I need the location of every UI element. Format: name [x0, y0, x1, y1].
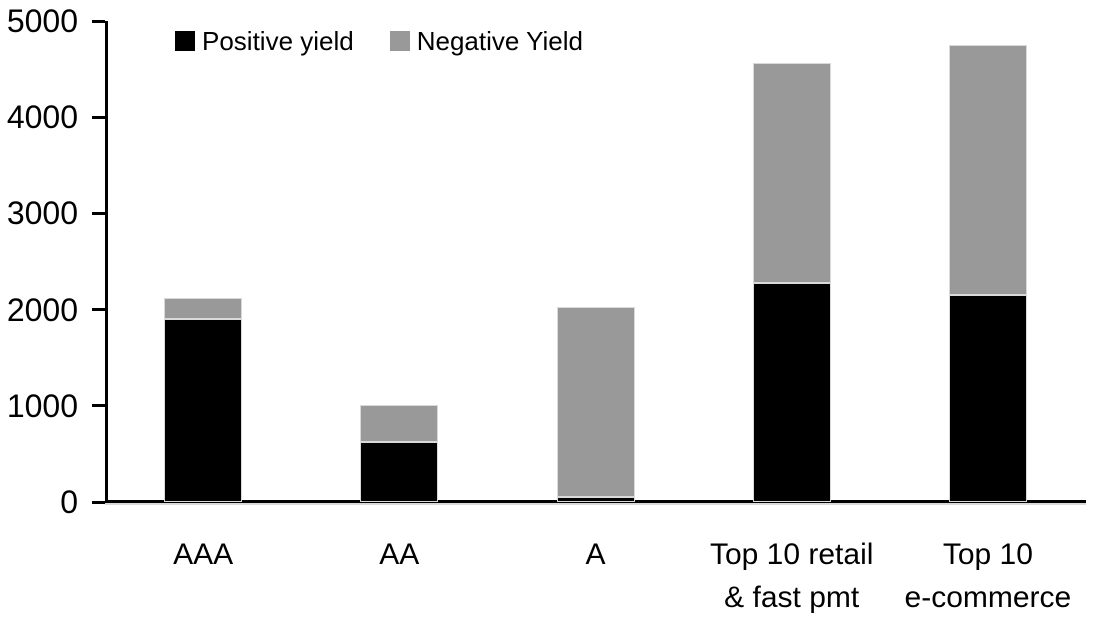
y-axis-tick-label-5000: 5000	[6, 3, 78, 39]
legend-item-negative-yield: Negative Yield	[389, 26, 583, 56]
y-axis-tick-mark-3000	[92, 211, 105, 215]
bar-top-10-e-commerce-negative-yield	[948, 45, 1027, 296]
legend-swatch-negative-yield	[389, 31, 410, 51]
x-axis-label-top-10-retail-fast-pmt: Top 10 retail & fast pmt	[642, 533, 942, 618]
y-axis-tick-mark-1000	[92, 404, 105, 408]
legend-item-positive-yield: Positive yield	[175, 28, 354, 54]
y-axis-tick-label-2000: 2000	[6, 291, 78, 328]
bar-a-negative-yield	[556, 306, 635, 498]
bar-a-positive-yield	[556, 497, 635, 502]
legend-label-positive-yield: Positive yield	[202, 26, 354, 56]
x-axis-label-a: A	[446, 533, 746, 576]
bar-aaa-positive-yield	[164, 319, 243, 502]
y-axis-tick-label-4000: 4000	[6, 99, 78, 136]
x-axis-label-line: e-commerce	[904, 581, 1072, 614]
x-axis-label-line: & fast pmt	[724, 581, 860, 614]
x-axis-label-aa: AA	[249, 533, 549, 576]
bar-top-10-e-commerce-positive-yield	[948, 295, 1027, 502]
x-axis-label-line: A	[585, 538, 606, 571]
bar-aa-positive-yield	[360, 442, 439, 502]
y-axis-tick-mark-4000	[92, 115, 105, 119]
y-axis-tick-mark-0	[92, 500, 105, 504]
x-axis-label-line: Top 10	[942, 538, 1033, 571]
legend-swatch-positive-yield	[175, 31, 195, 51]
x-axis-shadow-line	[105, 503, 1086, 505]
y-axis-tick-mark-2000	[92, 308, 105, 312]
x-axis-label-aaa: AAA	[53, 533, 353, 576]
y-axis-tick-label-1000: 1000	[6, 387, 78, 424]
bar-aa-negative-yield	[360, 404, 439, 443]
legend-label-negative-yield: Negative Yield	[416, 26, 583, 56]
x-axis-label-line: Top 10 retail	[709, 538, 874, 571]
x-axis-label-line: AA	[379, 538, 420, 571]
y-axis-tick-label-3000: 3000	[6, 195, 78, 232]
y-axis-tick-mark-5000	[92, 19, 105, 23]
x-axis-label-line: AAA	[173, 538, 234, 571]
bar-top-10-retail-fast-pmt-positive-yield	[752, 282, 831, 502]
x-axis-label-top-10-e-commerce: Top 10 e-commerce	[838, 533, 1102, 618]
legend: Positive yield Negative Yield	[175, 28, 583, 54]
bar-top-10-retail-fast-pmt-negative-yield	[752, 63, 831, 283]
y-axis-line	[105, 21, 108, 503]
bar-aaa-negative-yield	[164, 298, 243, 320]
y-axis-tick-label-0: 0	[60, 484, 78, 520]
